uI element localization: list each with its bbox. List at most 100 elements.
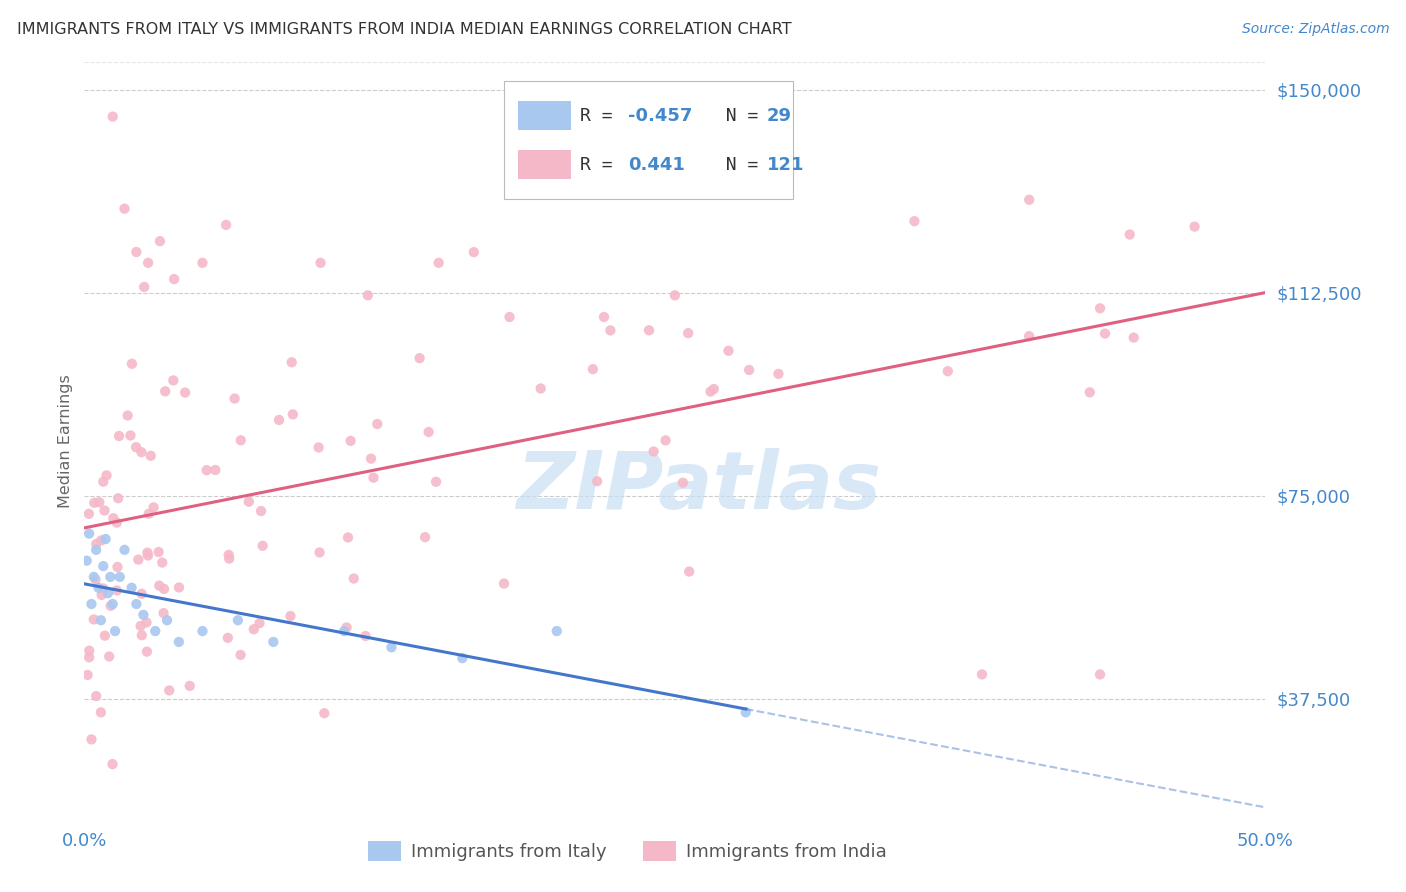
Point bbox=[120, 428, 142, 442]
Point bbox=[114, 202, 136, 216]
Point bbox=[195, 463, 218, 477]
Point bbox=[114, 542, 136, 557]
Point bbox=[191, 256, 214, 270]
Point bbox=[593, 310, 616, 324]
Point bbox=[717, 343, 740, 358]
Point bbox=[451, 651, 474, 665]
Point bbox=[101, 757, 124, 772]
Point bbox=[80, 597, 103, 611]
Point bbox=[309, 256, 332, 270]
Point bbox=[108, 429, 131, 443]
Point bbox=[226, 613, 249, 627]
Point bbox=[427, 256, 450, 270]
Point bbox=[135, 645, 157, 659]
Point bbox=[162, 373, 184, 387]
Point bbox=[242, 622, 264, 636]
Point bbox=[970, 667, 993, 681]
Point bbox=[142, 500, 165, 515]
Point bbox=[425, 475, 447, 489]
Point bbox=[94, 532, 117, 546]
Point bbox=[156, 613, 179, 627]
Point bbox=[107, 560, 129, 574]
Text: 121: 121 bbox=[768, 156, 804, 174]
Point bbox=[360, 451, 382, 466]
Point bbox=[678, 565, 700, 579]
Point bbox=[125, 244, 148, 259]
Point bbox=[76, 554, 98, 568]
Point bbox=[96, 468, 118, 483]
Point bbox=[129, 619, 152, 633]
Text: -0.457: -0.457 bbox=[627, 106, 692, 125]
Point bbox=[903, 214, 925, 228]
Point bbox=[676, 326, 699, 340]
Point bbox=[77, 643, 100, 657]
Point bbox=[76, 668, 98, 682]
Point bbox=[408, 351, 430, 366]
Point bbox=[599, 323, 621, 337]
Point bbox=[104, 624, 127, 639]
Point bbox=[105, 583, 128, 598]
Point bbox=[366, 417, 388, 431]
Point bbox=[77, 507, 100, 521]
Point bbox=[108, 570, 131, 584]
Point bbox=[84, 689, 107, 703]
Point bbox=[530, 382, 553, 396]
Point bbox=[131, 587, 153, 601]
Point bbox=[734, 706, 756, 720]
FancyBboxPatch shape bbox=[503, 81, 793, 199]
Point bbox=[218, 551, 240, 566]
Point bbox=[250, 504, 273, 518]
Point bbox=[98, 570, 121, 584]
Point bbox=[138, 507, 160, 521]
Point bbox=[229, 648, 252, 662]
Text: N =: N = bbox=[704, 156, 769, 174]
Point bbox=[654, 434, 676, 448]
Text: IMMIGRANTS FROM ITALY VS IMMIGRANTS FROM INDIA MEDIAN EARNINGS CORRELATION CHART: IMMIGRANTS FROM ITALY VS IMMIGRANTS FROM… bbox=[17, 22, 792, 37]
Point bbox=[148, 545, 170, 559]
Text: ZIPatlas: ZIPatlas bbox=[516, 448, 882, 526]
Point bbox=[267, 413, 290, 427]
Point bbox=[582, 362, 605, 376]
Point bbox=[163, 272, 186, 286]
Point bbox=[262, 635, 284, 649]
Point bbox=[357, 288, 380, 302]
Point bbox=[699, 384, 721, 399]
Point bbox=[229, 434, 252, 448]
Point bbox=[1094, 326, 1116, 341]
Point bbox=[314, 706, 336, 721]
Point bbox=[215, 218, 238, 232]
Point bbox=[224, 392, 246, 406]
Y-axis label: Median Earnings: Median Earnings bbox=[58, 375, 73, 508]
Point bbox=[105, 516, 128, 530]
Point bbox=[83, 612, 105, 626]
Point bbox=[1018, 193, 1040, 207]
Text: R =: R = bbox=[581, 106, 624, 125]
Point bbox=[131, 445, 153, 459]
Point bbox=[252, 539, 274, 553]
Point bbox=[664, 288, 686, 302]
Point bbox=[149, 234, 172, 248]
Point bbox=[280, 609, 302, 624]
Point bbox=[492, 576, 515, 591]
Point bbox=[308, 441, 330, 455]
Point bbox=[80, 732, 103, 747]
Point bbox=[132, 607, 155, 622]
Point bbox=[204, 463, 226, 477]
Point bbox=[413, 530, 436, 544]
Point bbox=[136, 546, 159, 560]
Point bbox=[217, 631, 239, 645]
Point bbox=[91, 475, 114, 489]
Point bbox=[738, 363, 761, 377]
Point bbox=[117, 409, 139, 423]
Point bbox=[152, 606, 174, 620]
Point bbox=[157, 683, 180, 698]
Point bbox=[125, 440, 148, 454]
Point bbox=[83, 570, 105, 584]
Point bbox=[121, 581, 143, 595]
Point bbox=[463, 245, 485, 260]
Point bbox=[218, 548, 240, 562]
Text: N =: N = bbox=[704, 106, 769, 125]
Point bbox=[546, 624, 568, 639]
Point bbox=[90, 613, 112, 627]
Point bbox=[90, 706, 112, 720]
